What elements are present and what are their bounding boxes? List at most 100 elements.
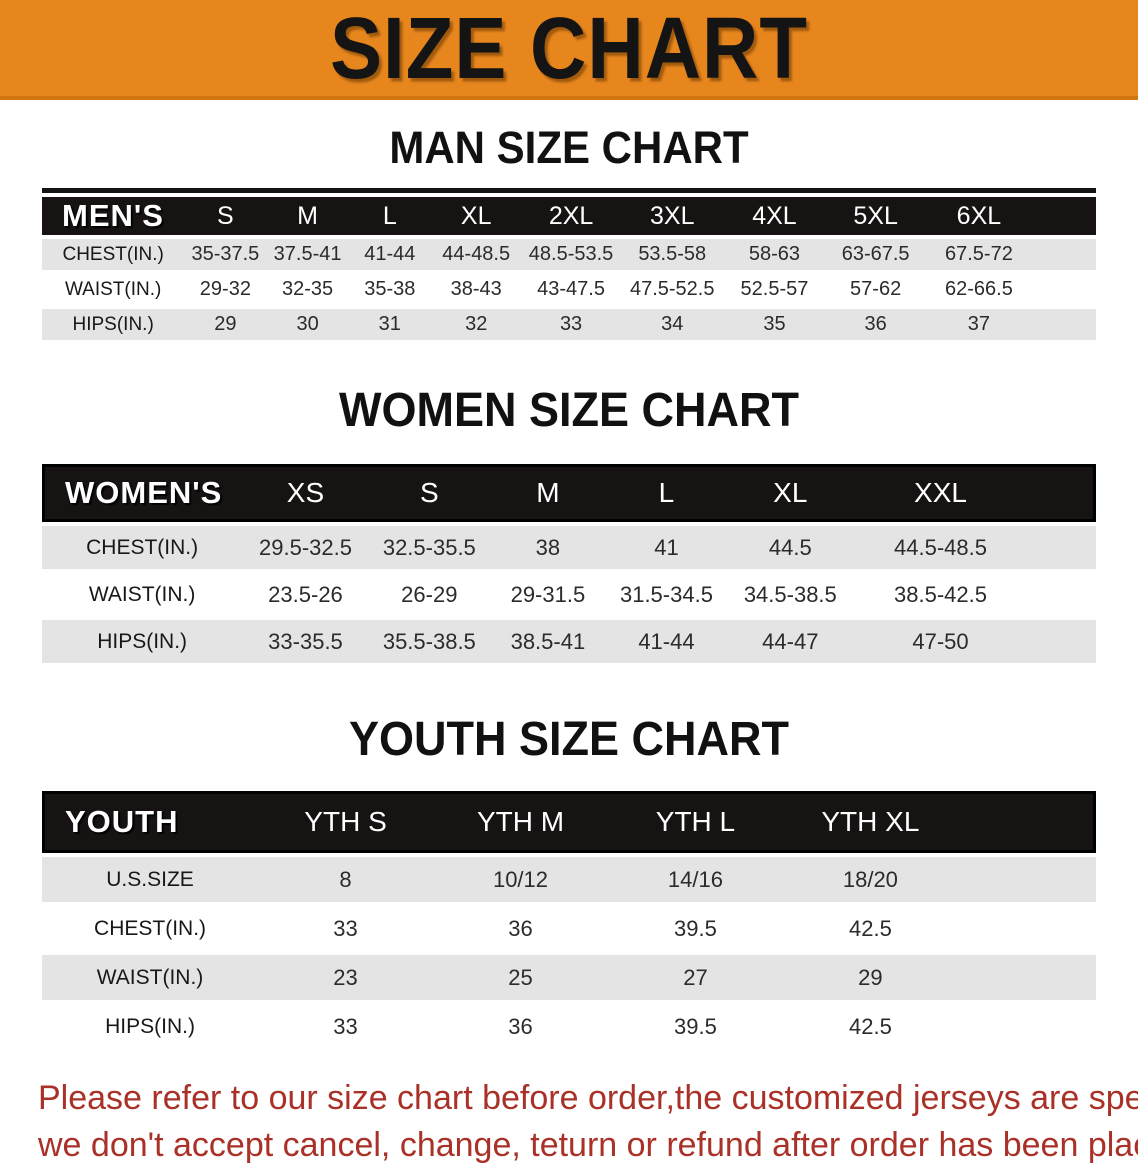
table-cell: 29-32 — [184, 274, 267, 305]
women-size-table: WOMEN'S XS S M L XL XXL CHEST(IN.) 29.5-32.5 32.… — [42, 460, 1096, 667]
table-cell: 32.5-35.5 — [368, 526, 490, 569]
table-row: HIPS(IN.) 33 36 39.5 42.5 — [42, 1004, 1096, 1049]
table-cell: 26-29 — [368, 573, 490, 616]
table-cell: 25 — [433, 955, 608, 1000]
table-row: HIPS(IN.) 33-35.5 35.5-38.5 38.5-41 41-44 44-… — [42, 620, 1096, 663]
table-cell: 35 — [723, 309, 826, 340]
row-label: WAIST(IN.) — [42, 573, 243, 616]
row-label: CHEST(IN.) — [42, 906, 259, 951]
table-cell: 41-44 — [605, 620, 728, 663]
table-cell: 33 — [258, 906, 434, 951]
column-header: S — [368, 464, 490, 522]
table-cell: 44-48.5 — [430, 239, 522, 270]
row-label: CHEST(IN.) — [42, 526, 243, 569]
youth-size-section: YOUTH SIZE CHART YOUTH YTH S YTH M YTH L YTH… — [0, 710, 1138, 1053]
row-label: HIPS(IN.) — [42, 1004, 259, 1049]
table-cell: 23.5-26 — [242, 573, 369, 616]
table-cell: 23 — [258, 955, 434, 1000]
table-cell: 67.5-72 — [926, 239, 1032, 270]
table-cell: 37 — [926, 309, 1032, 340]
table-cell: 34 — [620, 309, 724, 340]
table-row: WAIST(IN.) 23.5-26 26-29 29-31.5 31.5-34.5 34… — [42, 573, 1096, 616]
spacer-cell — [957, 906, 1096, 951]
column-header: 5XL — [825, 197, 927, 235]
table-cell: 27 — [607, 955, 783, 1000]
table-cell: 34.5-38.5 — [727, 573, 854, 616]
man-section-heading: MAN SIZE CHART — [389, 122, 749, 173]
spacer-cell — [1031, 309, 1096, 340]
column-header: 2XL — [521, 197, 621, 235]
column-header: L — [348, 197, 431, 235]
table-cell: 35.5-38.5 — [368, 620, 490, 663]
table-row: WAIST(IN.) 23 25 27 29 — [42, 955, 1096, 1000]
table-cell: 62-66.5 — [926, 274, 1032, 305]
footer-note: Please refer to our size chart before or… — [38, 1075, 1138, 1169]
table-cell: 32-35 — [266, 274, 349, 305]
table-cell: 31 — [348, 309, 431, 340]
table-cell: 38.5-42.5 — [853, 573, 1028, 616]
footer-note-line1: Please refer to our size chart before or… — [38, 1079, 1138, 1117]
table-row: CHEST(IN.) 29.5-32.5 32.5-35.5 38 41 44.5 44.5… — [42, 526, 1096, 569]
table-cell: 37.5-41 — [266, 239, 349, 270]
table-cell: 44.5-48.5 — [853, 526, 1028, 569]
table-cell: 58-63 — [723, 239, 826, 270]
table-cell: 35-38 — [348, 274, 431, 305]
table-cell: 53.5-58 — [620, 239, 724, 270]
table-cell: 43-47.5 — [521, 274, 621, 305]
table-cell: 57-62 — [825, 274, 927, 305]
youth-header-row: YOUTH YTH S YTH M YTH L YTH XL — [42, 791, 1096, 853]
spacer-cell — [957, 1004, 1096, 1049]
table-cell: 48.5-53.5 — [521, 239, 621, 270]
table-cell: 29.5-32.5 — [242, 526, 369, 569]
table-cell: 36 — [433, 1004, 608, 1049]
women-section-heading: WOMEN SIZE CHART — [339, 381, 799, 437]
table-cell: 32 — [430, 309, 522, 340]
column-header: YTH XL — [782, 791, 958, 853]
table-cell: 38-43 — [430, 274, 522, 305]
row-label: WAIST(IN.) — [42, 955, 259, 1000]
column-header: 6XL — [926, 197, 1032, 235]
table-header-label: WOMEN'S — [42, 464, 243, 522]
spacer-cell — [1031, 274, 1096, 305]
women-size-section: WOMEN SIZE CHART WOMEN'S XS S M L XL XXL CHEST… — [0, 381, 1138, 667]
table-cell: 35-37.5 — [184, 239, 267, 270]
table-cell: 47-50 — [853, 620, 1028, 663]
column-header: YTH L — [607, 791, 783, 853]
banner-title: SIZE CHART — [330, 0, 808, 97]
table-cell: 33-35.5 — [242, 620, 369, 663]
table-cell: 41 — [605, 526, 728, 569]
table-cell: 38.5-41 — [489, 620, 606, 663]
table-cell: 14/16 — [607, 857, 783, 902]
table-cell: 41-44 — [348, 239, 431, 270]
table-cell: 47.5-52.5 — [620, 274, 724, 305]
column-header: S — [184, 197, 267, 235]
row-label: HIPS(IN.) — [42, 620, 243, 663]
row-label: HIPS(IN.) — [42, 309, 185, 340]
youth-section-heading: YOUTH SIZE CHART — [348, 710, 789, 766]
men-size-table: MEN'S S M L XL 2XL 3XL 4XL 5XL 6XL CHEST(IN.) 35-3… — [42, 188, 1096, 344]
table-cell: 10/12 — [433, 857, 608, 902]
man-size-section: MAN SIZE CHART MEN'S S M L XL 2XL 3XL 4XL 5XL 6XL… — [0, 122, 1138, 344]
table-cell: 36 — [825, 309, 927, 340]
column-header: YTH S — [258, 791, 434, 853]
table-header-label: MEN'S — [42, 197, 185, 235]
column-header: M — [266, 197, 349, 235]
column-header: XL — [727, 464, 854, 522]
table-cell: 30 — [266, 309, 349, 340]
row-label: WAIST(IN.) — [42, 274, 185, 305]
size-chart-banner: SIZE CHART — [0, 0, 1138, 100]
table-cell: 42.5 — [782, 1004, 958, 1049]
spacer-cell — [1027, 526, 1096, 569]
table-cell: 44-47 — [727, 620, 854, 663]
spacer-cell — [1027, 464, 1096, 522]
column-header: XL — [430, 197, 522, 235]
table-cell: 29 — [184, 309, 267, 340]
table-cell: 33 — [521, 309, 621, 340]
table-row: WAIST(IN.) 29-32 32-35 35-38 38-43 43-47.5 47.… — [42, 274, 1096, 305]
table-cell: 29 — [782, 955, 958, 1000]
footer-note-line2: we don't accept cancel, change, teturn o… — [38, 1126, 1138, 1164]
table-cell: 39.5 — [607, 1004, 783, 1049]
table-cell: 42.5 — [782, 906, 958, 951]
column-header: M — [489, 464, 606, 522]
